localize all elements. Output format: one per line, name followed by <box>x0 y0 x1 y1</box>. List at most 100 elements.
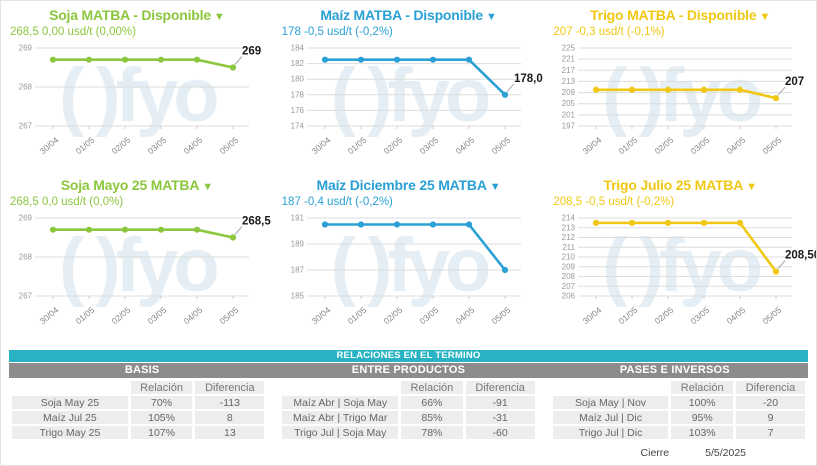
svg-text:211: 211 <box>563 243 576 252</box>
svg-text:03/05: 03/05 <box>146 135 169 157</box>
chart-title-dropdown[interactable]: Trigo MATBA - Disponible ▼ <box>544 6 816 24</box>
contract-name-cell: Maíz Jul 25 <box>12 411 128 424</box>
svg-text:210: 210 <box>562 253 576 262</box>
report-footer: Cierre 5/5/2025 <box>9 447 808 459</box>
relacion-cell: 100% <box>671 396 733 409</box>
svg-text:03/05: 03/05 <box>417 135 440 157</box>
contract-name-cell: Soja May | Nov <box>552 396 669 409</box>
svg-text:184: 184 <box>290 44 304 53</box>
contract-name-cell: Trigo Jul | Soja May <box>282 426 399 439</box>
relacion-cell: 66% <box>401 396 463 409</box>
diferencia-cell: 13 <box>195 426 265 439</box>
chart-subtitle: 268,5 0,00 usd/t (0,00%) <box>10 26 136 38</box>
svg-text:267: 267 <box>19 292 33 301</box>
line-chart-svg: 191 189 187 185 30/04 01/05 02/05 03/05 04/05 05/… <box>290 214 521 327</box>
svg-text:212: 212 <box>562 233 576 242</box>
chevron-down-icon: ▼ <box>759 11 771 23</box>
diferencia-cell: -91 <box>465 396 535 409</box>
table-row: Trigo May 25 107% 13 <box>12 426 265 439</box>
svg-text:30/04: 30/04 <box>309 305 332 327</box>
svg-text:225: 225 <box>562 44 576 53</box>
contract-name-cell: Soja May 25 <box>12 396 128 409</box>
table-row: Maíz Abr | Trigo Mar 85% -31 <box>282 411 535 424</box>
charts-grid: Soja MATBA - Disponible ▼ 268,5 0,00 usd/… <box>1 1 816 349</box>
svg-text:201: 201 <box>562 110 576 119</box>
svg-text:182: 182 <box>290 59 304 68</box>
relacion-cell: 85% <box>401 411 463 424</box>
chart-title: Trigo Julio 25 MATBA <box>603 177 744 193</box>
svg-text:30/04: 30/04 <box>309 135 332 157</box>
svg-text:209: 209 <box>562 262 576 271</box>
col-header-empty <box>282 381 398 394</box>
svg-text:189: 189 <box>290 240 304 249</box>
col-header-empty <box>553 381 669 394</box>
relacion-cell: 95% <box>671 411 733 424</box>
svg-text:02/05: 02/05 <box>381 305 404 327</box>
col-header-diferencia: Diferencia <box>465 381 535 394</box>
diferencia-cell: 9 <box>736 411 805 424</box>
svg-text:01/05: 01/05 <box>345 305 368 327</box>
svg-text:185: 185 <box>290 292 304 301</box>
svg-text:01/05: 01/05 <box>617 135 640 157</box>
chart-plot-area: ( )fyo 269 268 267 30/04 01/05 02/05 03/05 04/0… <box>1 210 273 334</box>
chart-title: Maíz Diciembre 25 MATBA <box>316 177 487 193</box>
svg-text:208,50: 208,50 <box>785 250 816 262</box>
svg-text:04/05: 04/05 <box>725 135 748 157</box>
svg-text:174: 174 <box>290 122 304 131</box>
chart-title-dropdown[interactable]: Soja MATBA - Disponible ▼ <box>1 6 273 24</box>
chart-subtitle: 208,5 -0,5 usd/t (-0,2%) <box>553 196 675 208</box>
chart-subtitle: 268,5 0,0 usd/t (0,0%) <box>10 196 124 208</box>
svg-text:04/05: 04/05 <box>453 305 476 327</box>
entre-productos-table: Relación Diferencia Maíz Abr | Soja May 6… <box>279 379 537 441</box>
chart-title-dropdown[interactable]: Trigo Julio 25 MATBA ▼ <box>544 176 816 194</box>
svg-text:01/05: 01/05 <box>345 135 368 157</box>
relacion-cell: 105% <box>130 411 193 424</box>
diferencia-cell: 8 <box>195 411 265 424</box>
svg-text:269: 269 <box>19 214 33 223</box>
table-row: Maíz Abr | Soja May 66% -91 <box>282 396 535 409</box>
chart-title-dropdown[interactable]: Soja Mayo 25 MATBA ▼ <box>1 176 273 194</box>
svg-text:213: 213 <box>562 77 576 86</box>
svg-text:03/05: 03/05 <box>146 305 169 327</box>
col-header-relacion: Relación <box>671 381 733 394</box>
chart-title-dropdown[interactable]: Maíz MATBA - Disponible ▼ <box>273 6 545 24</box>
col-header-relacion: Relación <box>130 381 193 394</box>
diferencia-cell: -31 <box>465 411 535 424</box>
svg-text:268,5: 268,5 <box>242 216 271 228</box>
chart-plot-area: ( )fyo 184 182 180 178 176 174 30/04 01/05 02/05… <box>273 40 545 164</box>
svg-text:05/05: 05/05 <box>218 305 241 327</box>
chart-title: Soja MATBA - Disponible <box>49 7 211 23</box>
svg-text:02/05: 02/05 <box>653 135 676 157</box>
svg-text:178: 178 <box>290 90 304 99</box>
line-chart-svg: 184 182 180 178 176 174 30/04 01/05 02/05 03/05 04… <box>290 44 542 157</box>
svg-text:04/05: 04/05 <box>725 305 748 327</box>
relations-title-bar: RELACIONES EN EL TERMINO <box>9 350 808 362</box>
chart-plot-area: ( )fyo 225 221 217 213 209 205 201 197 30/04 01/0… <box>544 40 816 164</box>
relacion-cell: 78% <box>401 426 463 439</box>
svg-text:187: 187 <box>290 266 304 275</box>
svg-text:01/05: 01/05 <box>617 305 640 327</box>
chart-subtitle: 187 -0,4 usd/t (-0,2%) <box>281 196 393 208</box>
svg-text:217: 217 <box>562 66 576 75</box>
col-header-diferencia: Diferencia <box>736 381 805 394</box>
line-chart-svg: 269 268 267 30/04 01/05 02/05 03/05 04/05 05/05 2… <box>19 214 272 327</box>
basis-table: Relación Diferencia Soja May 25 70% -113 Ma… <box>9 379 267 441</box>
svg-text:207: 207 <box>562 282 576 291</box>
svg-text:01/05: 01/05 <box>74 305 97 327</box>
svg-text:180: 180 <box>290 75 304 84</box>
svg-text:269: 269 <box>242 46 261 58</box>
col-header-empty <box>12 381 128 394</box>
chart-title-dropdown[interactable]: Maíz Diciembre 25 MATBA ▼ <box>273 176 545 194</box>
svg-text:05/05: 05/05 <box>761 135 784 157</box>
svg-text:208: 208 <box>562 272 576 281</box>
diferencia-cell: 7 <box>736 426 805 439</box>
footer-date: 5/5/2025 <box>705 447 746 459</box>
section-title-pases-inversos: PASES E INVERSOS <box>619 364 730 376</box>
contract-name-cell: Maíz Abr | Trigo Mar <box>282 411 399 424</box>
svg-text:207: 207 <box>785 76 804 88</box>
table-row: Trigo Jul | Dic 103% 7 <box>552 426 805 439</box>
col-header-diferencia: Diferencia <box>195 381 265 394</box>
contract-name-cell: Trigo Jul | Dic <box>552 426 669 439</box>
relations-section: RELACIONES EN EL TERMINO BASIS ENTRE PRO… <box>1 349 816 459</box>
